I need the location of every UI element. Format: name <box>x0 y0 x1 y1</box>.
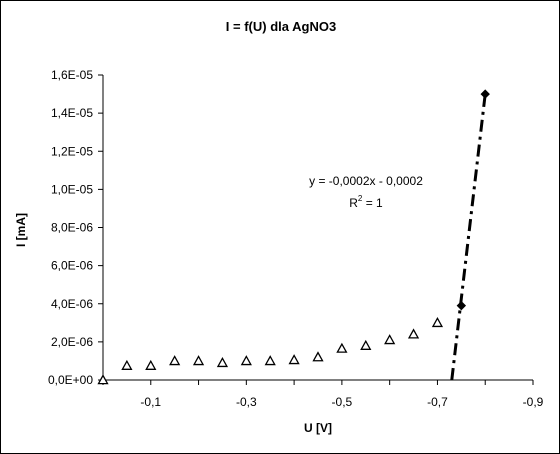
data-point-triangle <box>264 355 276 366</box>
y-tick-label: 6,0E-06 <box>51 259 93 273</box>
y-tick-label: 1,6E-05 <box>51 68 93 82</box>
data-point-triangle <box>169 355 181 366</box>
x-tick-label: -0,3 <box>236 395 257 409</box>
data-point-diamond <box>456 300 467 311</box>
data-point-triangle <box>384 334 396 345</box>
data-point-triangle <box>240 355 252 366</box>
x-axis-title: U [V] <box>304 421 332 435</box>
data-point-triangle <box>312 351 324 362</box>
y-tick-label: 1,4E-05 <box>51 106 93 120</box>
y-tick-label: 1,0E-05 <box>51 182 93 196</box>
y-tick-labels: 0,0E+00 2,0E-06 4,0E-06 6,0E-06 8,0E-06 1,0E-… <box>48 68 103 387</box>
y-axis-title: I [mA] <box>14 213 28 247</box>
data-point-triangle <box>431 316 444 328</box>
y-tick-label: 0,0E+00 <box>48 373 93 387</box>
data-point-triangle <box>288 354 300 365</box>
x-tick-labels: -0,1 -0,3 -0,5 -0,7 -0,9 <box>102 380 544 409</box>
data-point-triangle <box>192 355 205 366</box>
data-point-triangle <box>336 342 348 353</box>
trendline <box>450 93 487 381</box>
y-tick-label: 4,0E-06 <box>51 297 93 311</box>
data-point-triangle <box>97 374 109 385</box>
data-point-triangle <box>407 328 420 339</box>
data-point-triangle <box>145 359 157 370</box>
data-point-triangle <box>121 359 133 370</box>
r-squared-label: R2 = 1 <box>349 194 383 210</box>
trendline-group <box>450 93 487 381</box>
data-point-triangle <box>216 357 229 368</box>
y-tick-label: 2,0E-06 <box>51 335 93 349</box>
trendline-equation: y = -0,0002x - 0,0002 <box>309 174 423 188</box>
y-tick-label: 8,0E-06 <box>51 221 93 235</box>
data-points <box>97 89 490 385</box>
data-point-triangle <box>360 339 372 350</box>
x-tick-label: -0,7 <box>427 395 448 409</box>
x-tick-label: -0,9 <box>523 395 544 409</box>
data-point-diamond <box>480 89 490 99</box>
chart-title: I = f(U) dla AgNO3 <box>226 19 336 34</box>
x-tick-label: -0,1 <box>140 395 161 409</box>
x-tick-label: -0,5 <box>332 395 353 409</box>
y-tick-label: 1,2E-05 <box>51 144 93 158</box>
